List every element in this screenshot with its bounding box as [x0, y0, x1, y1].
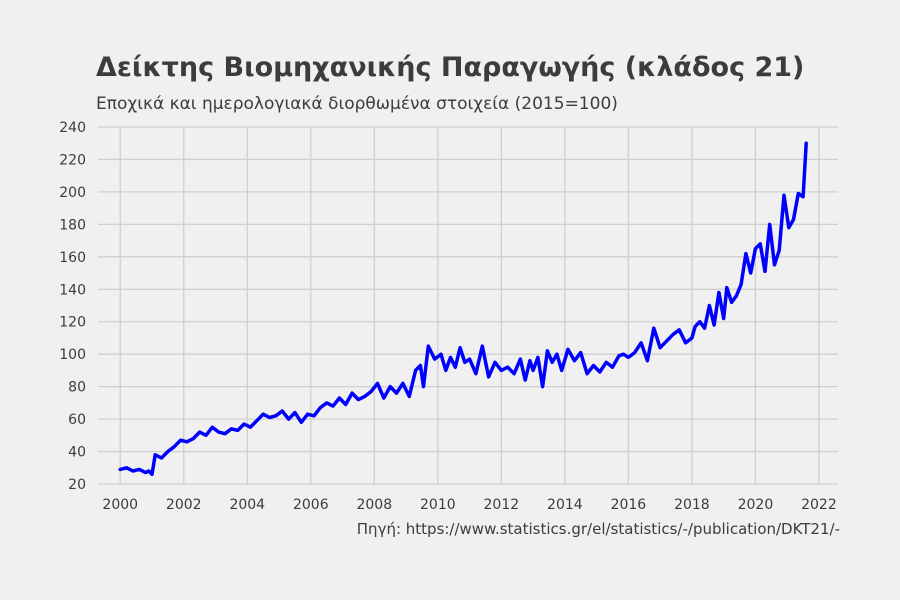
y-tick-label: 180 [59, 217, 86, 233]
y-tick-label: 100 [59, 347, 86, 363]
x-tick-label: 2018 [674, 497, 710, 513]
y-tick-label: 220 [59, 152, 86, 168]
y-tick-label: 160 [59, 250, 86, 266]
grid [98, 126, 838, 485]
x-tick-label: 2000 [102, 497, 138, 513]
y-tick-label: 120 [59, 315, 86, 331]
y-tick-label: 240 [59, 120, 86, 136]
x-tick-label: 2006 [293, 497, 329, 513]
x-tick-label: 2008 [356, 497, 392, 513]
x-tick-label: 2020 [738, 497, 774, 513]
chart-subtitle: Εποχικά και ημερολογιακά διορθωμένα στοι… [96, 94, 618, 114]
y-tick-label: 60 [68, 412, 86, 428]
y-tick-label: 40 [68, 445, 86, 461]
x-tick-label: 2016 [611, 497, 647, 513]
x-tick-label: 2012 [484, 497, 520, 513]
x-tick-label: 2010 [420, 497, 456, 513]
x-tick-label: 2002 [166, 497, 202, 513]
y-tick-label: 200 [59, 185, 86, 201]
tick-labels: 20 40 60 80 100 120 140 160 180 200 220 240 2000 2002… [59, 120, 836, 513]
series-line [118, 141, 808, 477]
chart-title: Δείκτης Βιομηχανικής Παραγωγής (κλάδος 2… [96, 52, 805, 83]
x-tick-label: 2014 [547, 497, 583, 513]
y-tick-label: 80 [68, 380, 86, 396]
source-note: Πηγή: https://www.statistics.gr/el/stati… [356, 520, 840, 538]
y-tick-label: 20 [68, 477, 86, 493]
x-tick-label: 2022 [801, 497, 837, 513]
series-lines [118, 141, 808, 477]
x-tick-label: 2004 [229, 497, 265, 513]
y-tick-label: 140 [59, 282, 86, 298]
